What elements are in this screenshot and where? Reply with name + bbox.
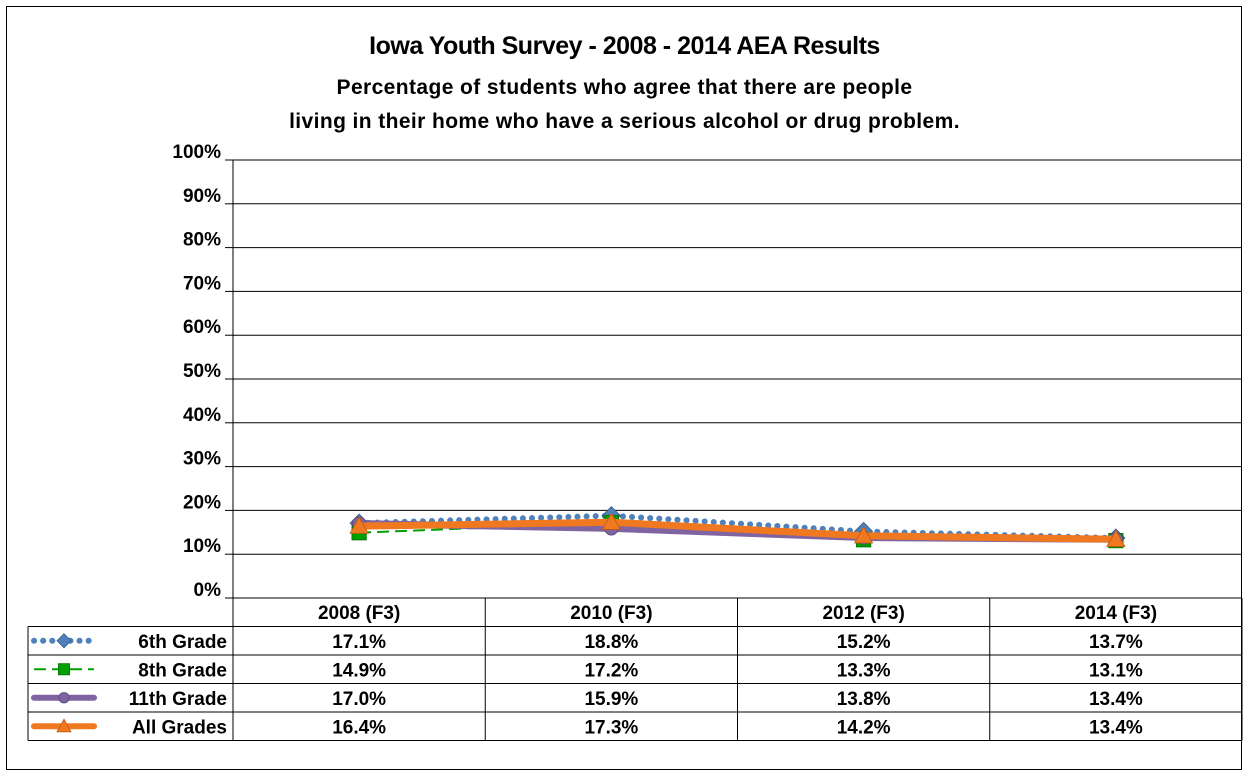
y-tick-label: 50% xyxy=(183,361,221,382)
data-point-4 xyxy=(1106,529,1126,547)
legend-label: 6th Grade xyxy=(138,632,227,653)
table-value: 17.3% xyxy=(584,717,638,738)
legend-key-marker xyxy=(58,663,71,676)
table-value: 15.2% xyxy=(837,632,891,653)
x-category-label: 2014 (F3) xyxy=(1075,603,1157,624)
y-tick-label: 0% xyxy=(194,580,222,601)
legend-key-marker xyxy=(56,718,72,733)
table-value: 14.9% xyxy=(332,660,386,681)
legend-label: All Grades xyxy=(132,717,227,738)
table-value: 13.7% xyxy=(1089,632,1143,653)
y-tick-label: 20% xyxy=(183,492,221,513)
series-line-4 xyxy=(355,518,1120,543)
table-value: 13.4% xyxy=(1089,717,1143,738)
y-tick-label: 60% xyxy=(183,317,221,338)
data-point-4 xyxy=(349,516,369,534)
table-value: 13.8% xyxy=(837,689,891,710)
table-value: 13.3% xyxy=(837,660,891,681)
y-tick-label: 10% xyxy=(183,536,221,557)
y-tick-label: 70% xyxy=(183,273,221,294)
chart-title: Iowa Youth Survey - 2008 - 2014 AEA Resu… xyxy=(369,32,880,60)
y-tick-label: 90% xyxy=(183,186,221,207)
table-value: 17.2% xyxy=(584,660,638,681)
y-tick-label: 100% xyxy=(172,142,221,163)
data-point-4 xyxy=(853,525,874,544)
legend-key-marker xyxy=(58,692,70,704)
y-tick-label: 30% xyxy=(183,449,221,470)
x-category-label: 2012 (F3) xyxy=(822,603,904,624)
y-tick-label: 80% xyxy=(183,230,221,251)
legend-label: 8th Grade xyxy=(138,660,227,681)
y-tick-label: 40% xyxy=(183,405,221,426)
table-value: 13.1% xyxy=(1089,660,1143,681)
table-value: 16.4% xyxy=(332,717,386,738)
chart-frame xyxy=(6,6,1242,770)
x-category-label: 2008 (F3) xyxy=(318,603,400,624)
chart-subtitle-line2: living in their home who have a serious … xyxy=(289,110,960,133)
table-value: 17.0% xyxy=(332,689,386,710)
table-value: 18.8% xyxy=(584,632,638,653)
table-value: 15.9% xyxy=(584,689,638,710)
table-value: 14.2% xyxy=(837,717,891,738)
chart-subtitle-line1: Percentage of students who agree that th… xyxy=(336,76,913,99)
legend-key-marker xyxy=(56,633,72,649)
table-value: 17.1% xyxy=(332,632,386,653)
legend-label: 11th Grade xyxy=(129,689,227,710)
series-line-1 xyxy=(356,512,1119,541)
x-category-label: 2010 (F3) xyxy=(570,603,652,624)
table-value: 13.4% xyxy=(1089,689,1143,710)
data-point-4 xyxy=(601,512,622,530)
